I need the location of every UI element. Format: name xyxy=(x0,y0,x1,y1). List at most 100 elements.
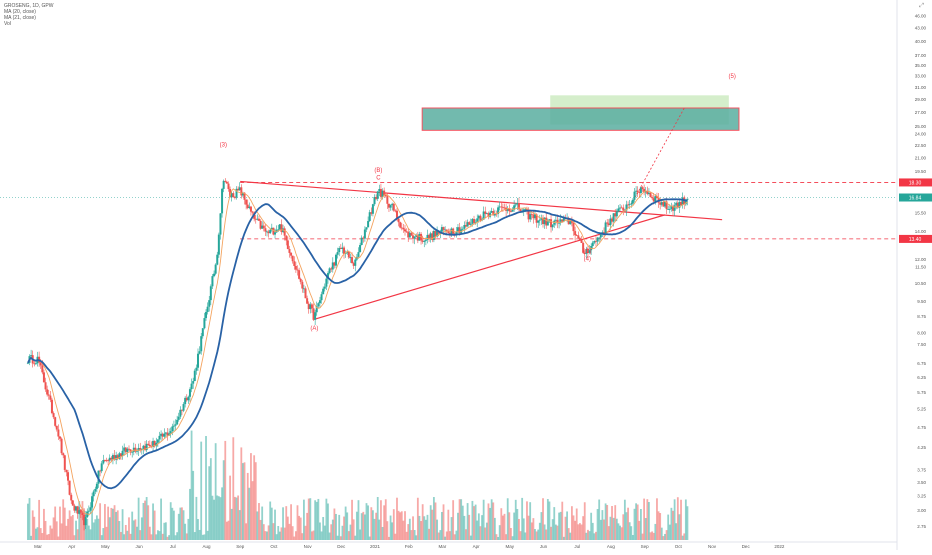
volume-bar xyxy=(402,520,405,540)
candle-body xyxy=(92,491,95,497)
candle-body xyxy=(617,208,620,212)
volume-bar xyxy=(225,521,228,540)
price-tick-label: 3.50 xyxy=(917,480,926,485)
price-tick-label: 43.00 xyxy=(915,26,927,31)
volume-bar xyxy=(104,504,106,540)
volume-bar xyxy=(439,530,442,540)
candle-body xyxy=(309,304,312,310)
candle-body xyxy=(391,203,394,206)
wave-label: (B) xyxy=(374,168,382,174)
time-tick-label: Aug xyxy=(202,544,211,549)
candle-body xyxy=(46,389,49,395)
volume-bar xyxy=(283,527,286,540)
volume-bar xyxy=(389,515,392,540)
volume-bar xyxy=(192,470,195,540)
volume-bar xyxy=(527,515,530,540)
candle-body xyxy=(264,228,267,232)
toolbar-icon[interactable]: ⤢ xyxy=(919,3,924,9)
volume-bar xyxy=(461,505,464,540)
volume-bar xyxy=(270,507,273,540)
volume-bar xyxy=(155,534,158,540)
candle-body xyxy=(440,227,443,232)
volume-bar xyxy=(513,512,516,540)
candle-body xyxy=(379,188,382,197)
price-tick-label: 14.00 xyxy=(915,229,927,234)
volume-bar xyxy=(660,527,663,540)
volume-bar xyxy=(266,531,268,540)
volume-bar xyxy=(179,507,182,540)
candle-body xyxy=(575,235,578,237)
volume-bar xyxy=(367,505,369,540)
volume-bar xyxy=(200,441,203,540)
candle-body xyxy=(665,201,668,210)
volume-bar xyxy=(534,529,536,540)
volume-bar xyxy=(227,520,230,540)
volume-bar xyxy=(410,530,413,540)
volume-bar xyxy=(338,514,341,540)
volume-bar xyxy=(296,505,299,540)
candle-body xyxy=(270,227,273,230)
volume-bar xyxy=(620,527,623,540)
candle-body xyxy=(402,227,405,230)
candle-body xyxy=(190,383,193,390)
volume-bar xyxy=(577,524,580,540)
volume-bar xyxy=(543,524,546,540)
candle-body xyxy=(497,207,500,214)
volume-bar xyxy=(675,523,678,540)
volume-bar xyxy=(97,518,100,540)
volume-bar xyxy=(667,514,670,540)
volume-bar xyxy=(312,530,315,540)
time-tick-label: Jun xyxy=(540,544,548,549)
volume-bar xyxy=(612,517,615,540)
volume-bar xyxy=(654,523,657,540)
candle-body xyxy=(428,234,431,239)
candle-body xyxy=(554,219,557,221)
price-tick-label: 19.50 xyxy=(915,169,927,174)
price-tick-label: 2.75 xyxy=(917,524,926,529)
volume-bar xyxy=(328,532,331,540)
volume-bar xyxy=(434,502,437,540)
volume-bar xyxy=(285,506,288,540)
volume-bar xyxy=(388,536,390,540)
volume-bar xyxy=(49,525,52,540)
candle-body xyxy=(304,288,307,299)
candle-body xyxy=(341,247,344,249)
volume-bar xyxy=(158,531,161,540)
candle-body xyxy=(672,205,675,211)
volume-bar xyxy=(57,536,60,540)
candle-body xyxy=(148,444,151,447)
volume-bar xyxy=(208,466,211,540)
candle-body xyxy=(142,445,145,450)
candle-body xyxy=(431,233,434,241)
candle-body xyxy=(423,240,426,242)
candle-body xyxy=(326,273,329,279)
volume-bar xyxy=(346,512,349,540)
volume-bar xyxy=(298,515,300,540)
candle-body xyxy=(662,202,665,207)
candle-body xyxy=(392,203,395,211)
volume-bar xyxy=(234,496,236,540)
candle-body xyxy=(509,211,512,213)
volume-bar xyxy=(638,520,641,540)
candle-body xyxy=(257,218,260,221)
volume-bar xyxy=(583,502,586,540)
price-tag-label: 18.30 xyxy=(909,180,922,186)
volume-bar xyxy=(421,504,424,540)
candle-body xyxy=(116,455,119,459)
candle-body xyxy=(182,404,185,411)
price-tick-label: 35.00 xyxy=(915,63,927,68)
candle-body xyxy=(511,209,514,212)
candle-body xyxy=(47,394,50,396)
volume-bar xyxy=(160,498,162,540)
volume-bar xyxy=(219,497,222,540)
volume-bar xyxy=(662,536,665,540)
candle-body xyxy=(641,187,644,190)
candle-body xyxy=(315,306,318,313)
volume-bar xyxy=(567,528,570,540)
volume-bar xyxy=(399,512,402,540)
volume-bar xyxy=(495,534,498,540)
volume-bar xyxy=(67,518,69,540)
volume-bar xyxy=(262,524,265,540)
candle-body xyxy=(200,336,203,352)
